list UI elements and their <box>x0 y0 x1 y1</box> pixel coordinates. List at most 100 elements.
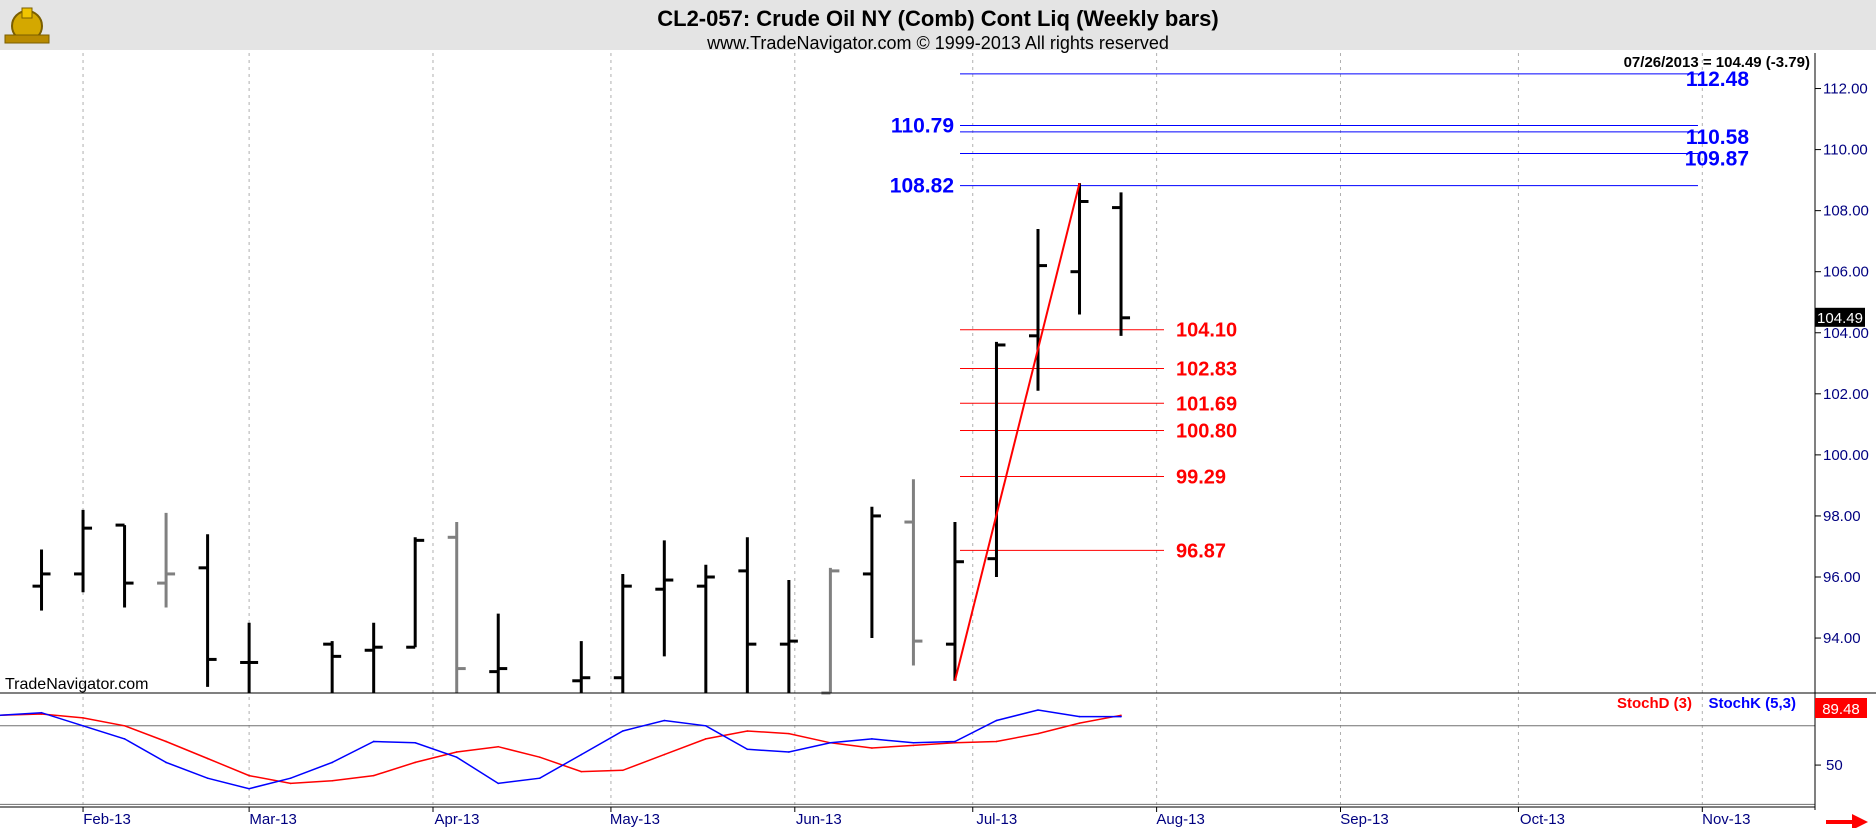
stoch-point-1-13 <box>538 777 541 779</box>
stoch-point-1-16 <box>663 719 666 722</box>
ohlc-bar-4 <box>198 534 217 687</box>
stoch-point-1-22 <box>912 741 915 744</box>
date-tick-label-9: Nov-13 <box>1702 811 1750 828</box>
stoch-point-1-25 <box>1037 709 1039 711</box>
stoch-point-0-24 <box>995 740 998 743</box>
stoch-point-1-11 <box>455 756 458 759</box>
ohlc-bar-22 <box>1028 228 1047 391</box>
chart-subtitle: www.TradeNavigator.com © 1999-2013 All r… <box>706 33 1169 53</box>
stoch-point-1-4 <box>165 761 167 764</box>
red-level-label-2: 101.69 <box>1176 393 1237 415</box>
blue-level-label-1: 110.79 <box>891 114 954 137</box>
stoch-value-tag-text: 89.48 <box>1822 701 1860 718</box>
ohlc-bar-9 <box>447 522 466 693</box>
trend-line <box>953 182 1081 682</box>
ohlc-bar-15 <box>738 537 757 693</box>
red-level-label-4: 99.29 <box>1176 467 1226 489</box>
stoch-point-0-11 <box>455 751 458 753</box>
stoch-point-1-27 <box>1120 715 1122 718</box>
date-tick-label-5: Jul-13 <box>976 811 1017 828</box>
price-axis-ticks: 94.00 96.00 98.00 100.00 102.00 104.00 106.00 1… <box>1815 81 1869 647</box>
red-level-label-1: 102.83 <box>1176 358 1237 380</box>
ohlc-bar-23 <box>1070 183 1089 315</box>
trend-line-group <box>953 182 1081 682</box>
price-tick-label-3: 100.00 <box>1823 447 1869 464</box>
stoch-point-0-16 <box>663 753 666 756</box>
date-tick-label-0: Feb-13 <box>83 811 131 828</box>
price-tick-label-0: 94.00 <box>1823 630 1861 647</box>
ohlc-bar-0 <box>32 549 51 611</box>
stochastic-pane: 50 <box>0 709 1843 805</box>
header-background <box>0 0 1876 50</box>
logo-emblem-icon <box>4 7 50 44</box>
last-price-tag: 104.49 <box>1815 307 1865 327</box>
ohlc-bar-20 <box>945 522 964 681</box>
date-tick-label-4: Jun-13 <box>796 811 842 828</box>
red-level-label-5: 96.87 <box>1176 540 1226 562</box>
ohlc-bar-2 <box>115 523 134 608</box>
stoch-point-0-9 <box>372 774 375 777</box>
blue-level-label-2: 110.58 <box>1686 126 1749 149</box>
date-tick-label-6: Aug-13 <box>1156 811 1204 828</box>
blue-level-label-0: 112.48 <box>1686 68 1749 91</box>
price-tick-label-7: 108.00 <box>1823 203 1869 220</box>
stoch-point-1-17 <box>705 724 707 727</box>
price-tick-label-8: 110.00 <box>1823 142 1868 159</box>
stoch-point-1-9 <box>372 740 375 743</box>
stoch-point-1-6 <box>248 787 250 790</box>
stoch-point-0-25 <box>1037 732 1039 735</box>
stoch-point-1-26 <box>1078 715 1081 718</box>
date-tick-label-7: Sep-13 <box>1340 811 1388 828</box>
ohlc-bar-11 <box>572 641 591 693</box>
chart-title: CL2-057: Crude Oil NY (Comb) Cont Liq (W… <box>657 6 1218 31</box>
ohlc-bar-3 <box>157 512 176 608</box>
stoch-point-0-8 <box>331 779 333 782</box>
ohlc-bar-21 <box>987 341 1006 577</box>
blue-level-label-4: 108.82 <box>890 175 954 198</box>
stoch-point-0-27 <box>1120 714 1122 717</box>
scroll-right-arrow-icon[interactable] <box>1826 814 1868 828</box>
stoch-point-0-12 <box>497 745 500 748</box>
ohlc-bar-10 <box>489 613 508 693</box>
ohlc-bar-1 <box>74 509 93 593</box>
stoch-point-0-5 <box>206 757 209 760</box>
date-axis-ticks: Feb-13 Mar-13 Apr-13 May-13 Jun-13 Jul-13 Aug-… <box>82 807 1750 828</box>
stoch-point-1-19 <box>788 751 790 753</box>
ohlc-bar-19 <box>904 479 923 666</box>
stoch-point-1-1 <box>40 711 43 714</box>
red-level-label-0: 104.10 <box>1176 320 1237 342</box>
stoch-point-1-23 <box>954 740 956 743</box>
stoch-series-line-0 <box>0 713 1122 785</box>
stoch-series-line-1 <box>0 709 1121 790</box>
ohlc-bars <box>32 183 1131 695</box>
stoch-point-1-2 <box>82 724 84 727</box>
stoch-point-0-15 <box>621 769 624 772</box>
legend-stoch-k: StochK (5,3) <box>1708 695 1796 712</box>
red-level-label-3: 100.80 <box>1176 420 1237 442</box>
stoch-point-1-24 <box>995 719 998 722</box>
price-tick-label-5: 104.00 <box>1823 325 1869 342</box>
price-pane <box>0 53 1815 693</box>
stoch-point-0-19 <box>788 732 790 735</box>
blue-level-label-3: 109.87 <box>1685 148 1749 171</box>
stoch-point-0-17 <box>705 738 707 740</box>
ohlc-bar-13 <box>655 540 674 657</box>
legend-stoch-d-label: StochD (3) <box>1617 695 1692 712</box>
ohlc-bar-18 <box>862 506 881 639</box>
last-bar-readout: 07/26/2013 = 104.49 (-3.79) <box>1624 54 1810 71</box>
legend-stoch-k-label: StochK (5,3) <box>1708 695 1796 712</box>
date-tick-label-1: Mar-13 <box>249 811 297 828</box>
ohlc-bar-5 <box>240 622 259 693</box>
date-tick-label-2: Apr-13 <box>434 811 479 828</box>
date-tick-label-8: Oct-13 <box>1520 811 1565 828</box>
stoch-point-0-4 <box>165 740 167 743</box>
stoch-point-0-22 <box>912 744 915 747</box>
stoch-point-1-18 <box>746 748 749 751</box>
stoch-point-1-0 <box>0 714 1 717</box>
stoch-point-0-6 <box>248 774 250 777</box>
stoch-point-1-7 <box>289 777 292 779</box>
ohlc-bar-16 <box>779 580 798 693</box>
stoch-point-1-14 <box>580 753 583 756</box>
